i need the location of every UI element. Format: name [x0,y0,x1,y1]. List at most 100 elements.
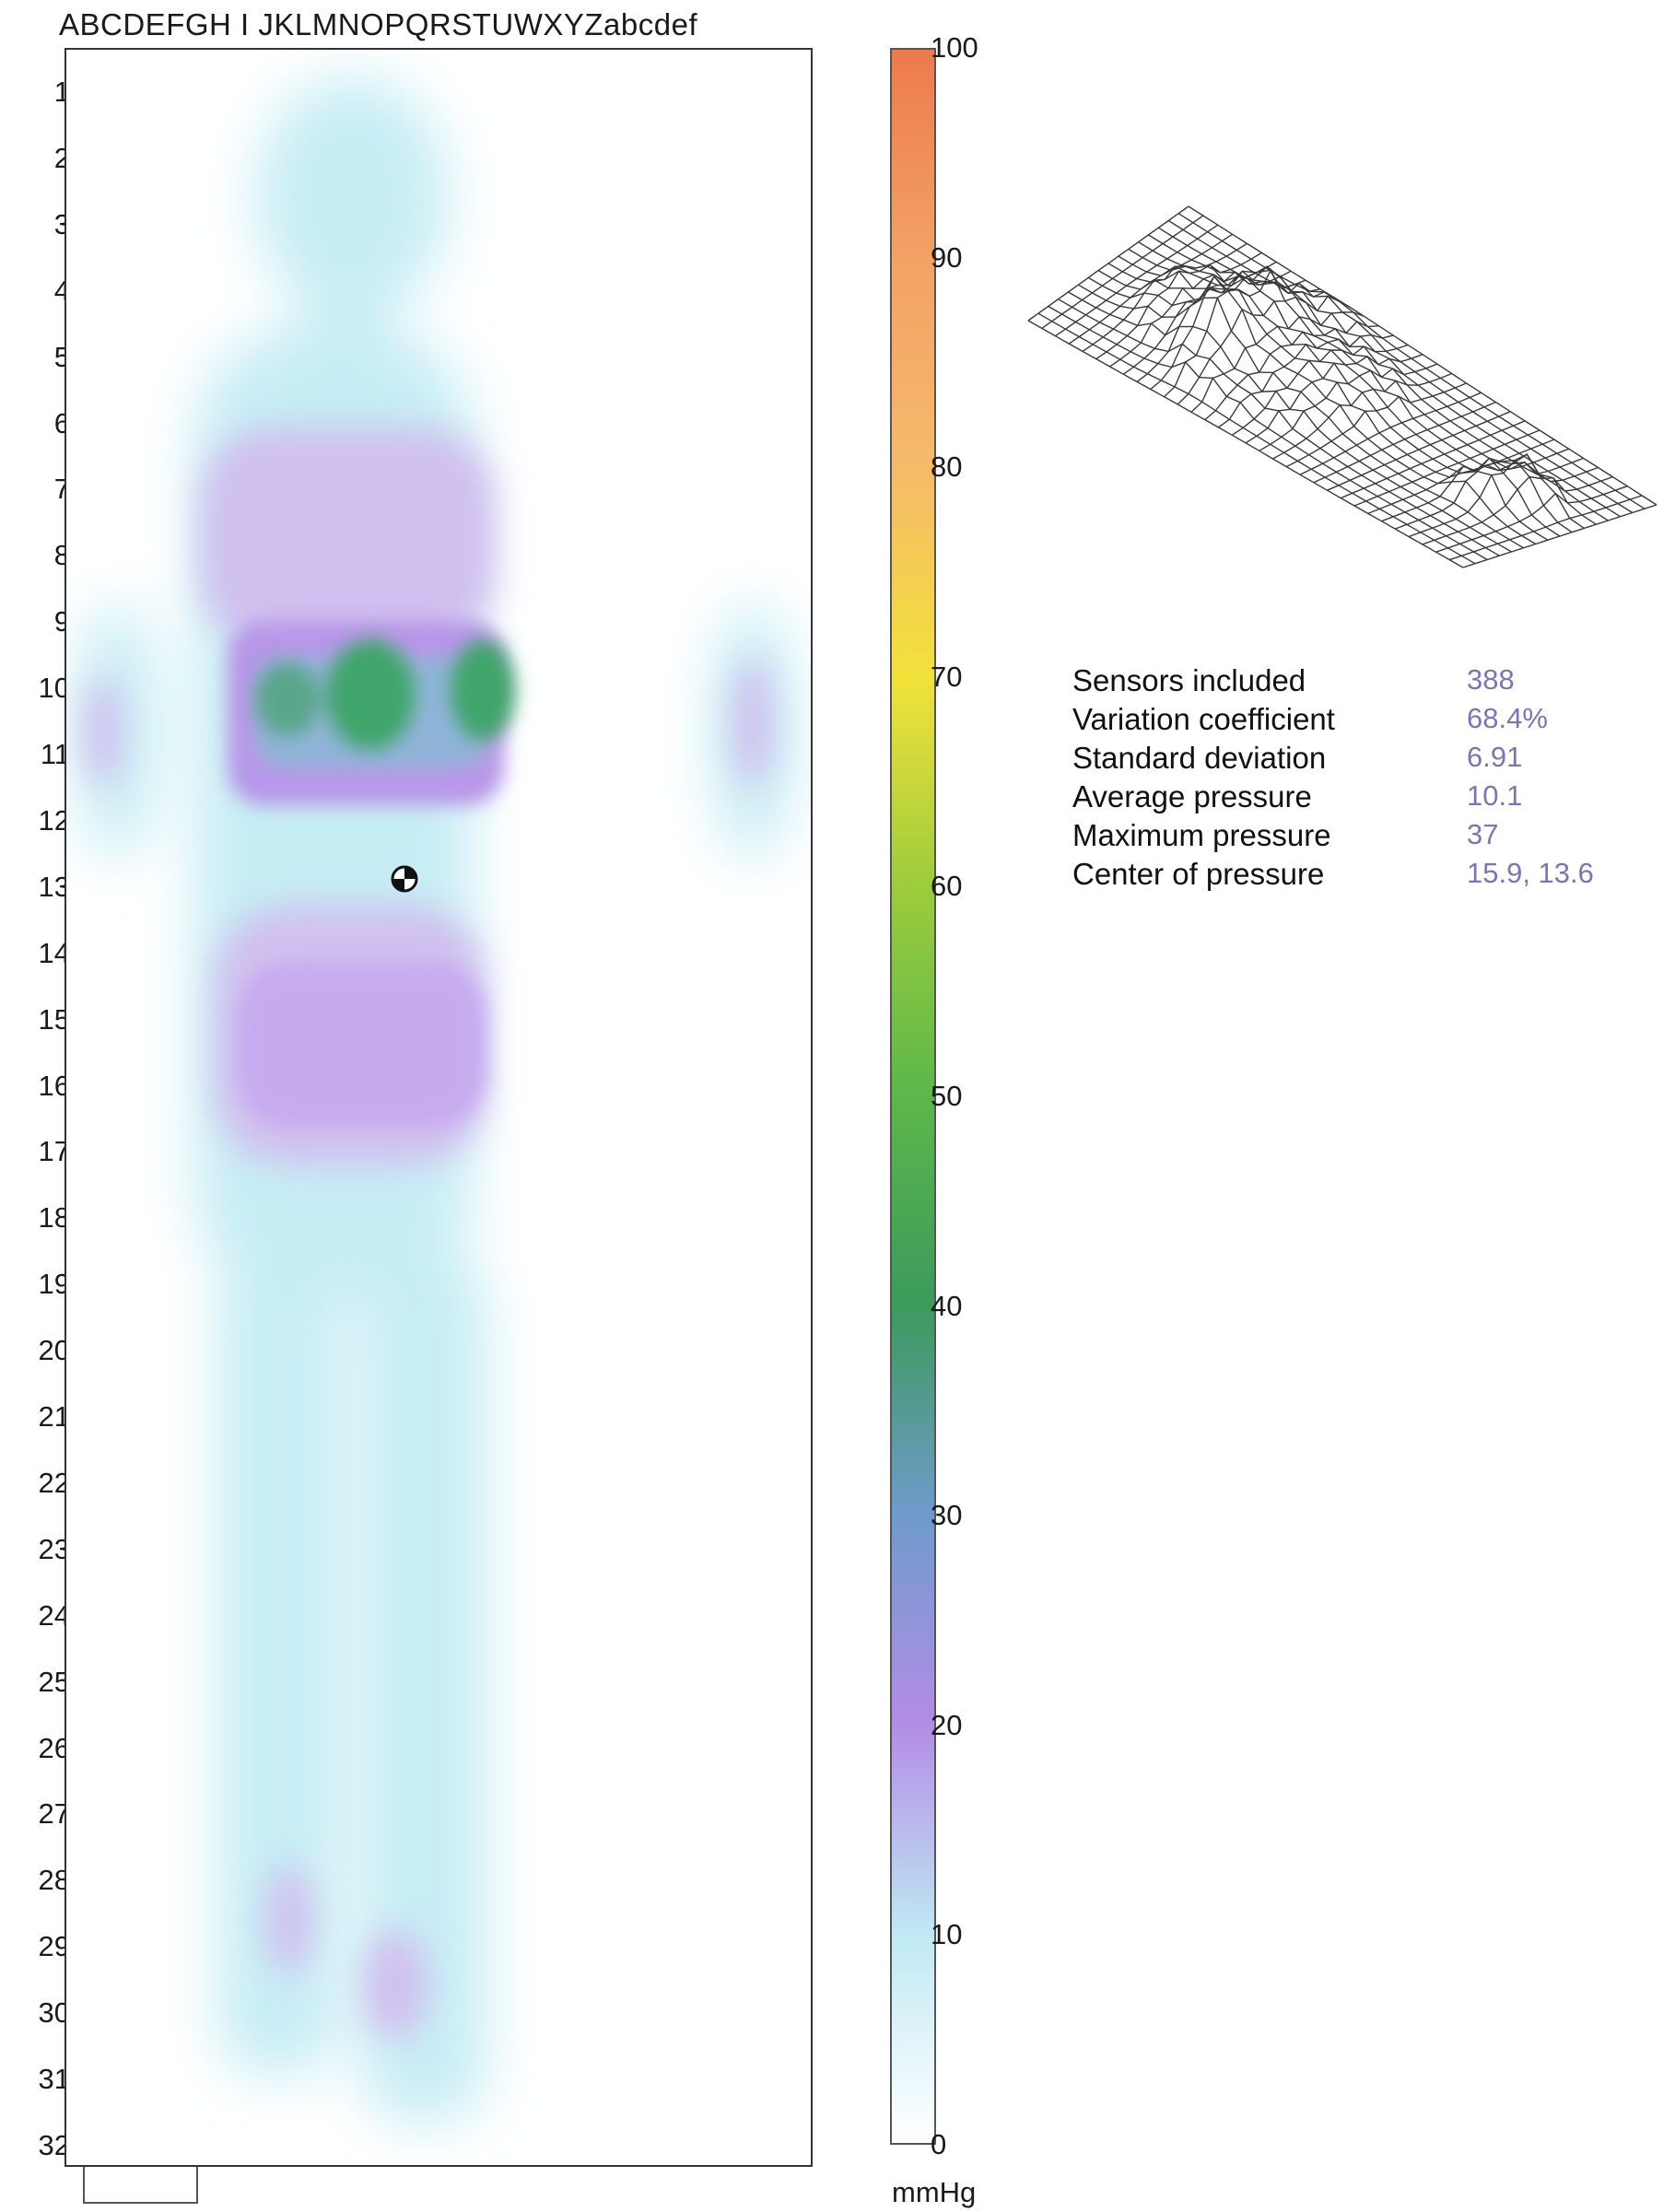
row-number: 21 [38,1400,70,1433]
scale-tick-label: 100 [931,31,978,64]
surface-grid-line [1204,321,1379,421]
scale-tick-label: 20 [931,1708,963,1741]
surface-grid-line [1381,448,1570,522]
row-number: 26 [38,1731,70,1764]
stat-row: Center of pressure 15.9, 13.6 [1072,857,1644,895]
surface-grid-line [1095,252,1262,360]
surface-grid-line [1122,270,1292,375]
color-scale-unit: mmHg [892,2176,977,2208]
surface-grid-line [1341,420,1526,499]
surface-grid-line [1087,275,1537,545]
row-number: 1 [53,76,70,108]
page-tab[interactable] [83,2167,198,2204]
pressure-heatmap [64,48,813,2167]
surface-grid-line [1068,233,1233,345]
row-number: 9 [53,605,70,638]
surface-grid-line [1259,363,1438,451]
row-numbers: 1 2 3 4 5 6 7 8 9 10 11 12 13 14 15 16 17 18 19 20 21 22 23 24 2… [0,48,74,2167]
row-number: 13 [38,870,70,903]
stat-row: Sensors included 388 [1072,663,1644,702]
stat-label: Standard deviation [1072,741,1327,775]
scale-tick-label: 10 [931,1918,963,1951]
row-number: 16 [38,1069,70,1102]
row-number: 23 [38,1532,70,1565]
surface-grid-line [1150,265,1321,391]
scale-tick-label: 80 [931,451,963,484]
surface-grid-line [1041,215,1204,329]
surface-grid-line [1272,372,1453,460]
surface-grid-line [1177,213,1645,509]
surface-grid-line [1068,291,1512,553]
surface-grid-line [1048,305,1488,561]
surface-grid-line [1245,354,1423,444]
surface-grid-line [1082,242,1247,352]
surface-grid-line [1188,205,1657,506]
surface-grid-line [1327,411,1511,491]
surface-grid-line [1118,255,1573,533]
row-number: 20 [38,1334,70,1367]
surface-grid-line [1449,495,1643,561]
row-number: 8 [53,539,70,572]
stat-label: Center of pressure [1072,857,1325,891]
row-number: 32 [38,2128,70,2161]
stat-row: Maximum pressure 37 [1072,818,1644,857]
stat-value: 15.9, 13.6 [1467,857,1594,889]
surface-grid-line [1136,270,1306,382]
stat-label: Variation coefficient [1072,702,1335,736]
surface-grid-line [1177,295,1350,405]
peak-pressure-zones [255,639,515,750]
surface-grid-line [1055,224,1219,337]
column-letters: ABCDEFGH I JKLMNOPQRSTUWXYZabcdef [59,7,698,41]
surface-grid-line [1027,320,1464,568]
surface-grid-line [1408,453,1599,538]
row-number: 12 [38,803,70,837]
stat-label: Average pressure [1072,779,1312,813]
row-number: 30 [38,1996,70,2030]
scale-tick-label: 90 [931,240,963,274]
row-number: 6 [53,406,70,439]
row-number: 31 [38,2063,70,2095]
row-number: 17 [38,1135,70,1168]
surface-grid-line [1353,429,1540,507]
surface-grid-line [1395,457,1584,530]
surface-grid-line [1190,311,1364,413]
stat-value: 68.4% [1467,702,1548,734]
pressure-3d-surface [1021,201,1662,634]
scale-tick-label: 40 [931,1289,963,1322]
row-number: 28 [38,1864,70,1897]
surface-grid-line [1167,219,1634,514]
stat-row: Variation coefficient 68.4% [1072,702,1644,741]
row-number: 10 [38,672,70,705]
row-number: 29 [38,1930,70,1963]
surface-grid-line [1097,269,1549,541]
stat-label: Maximum pressure [1072,818,1331,852]
surface-grid-line [1422,475,1613,545]
stat-value: 10.1 [1467,779,1523,812]
row-number: 18 [38,1201,70,1235]
surface-grid-line [1285,382,1467,468]
surface-plot-canvas [1027,205,1657,568]
surface-grid-line [1218,334,1394,428]
stat-value: 37 [1467,818,1499,850]
row-number: 22 [38,1466,70,1499]
surface-grid-line [1231,344,1409,436]
statistics-panel: Sensors included 388 Variation coefficient… [1072,663,1644,903]
surface-grid-line [1313,401,1496,484]
row-number: 3 [53,207,70,240]
scale-tick-label: 30 [931,1499,963,1532]
row-number: 19 [38,1268,70,1301]
row-number: 14 [38,936,70,969]
surface-grid-line [1027,205,1189,322]
scale-tick-label: 60 [931,870,963,903]
scale-tick-label: 50 [931,1080,963,1112]
row-number: 5 [53,340,70,373]
stat-row: Standard deviation 6.91 [1072,741,1644,779]
stat-label: Sensors included [1072,663,1306,697]
stat-row: Average pressure 10.1 [1072,779,1644,818]
heatmap-canvas [76,77,794,2123]
row-number: 11 [40,738,70,770]
scale-tick-label: 70 [931,660,963,693]
surface-grid-line [1037,312,1476,565]
stat-value: 6.91 [1467,741,1523,773]
surface-grid-line [1367,439,1555,515]
